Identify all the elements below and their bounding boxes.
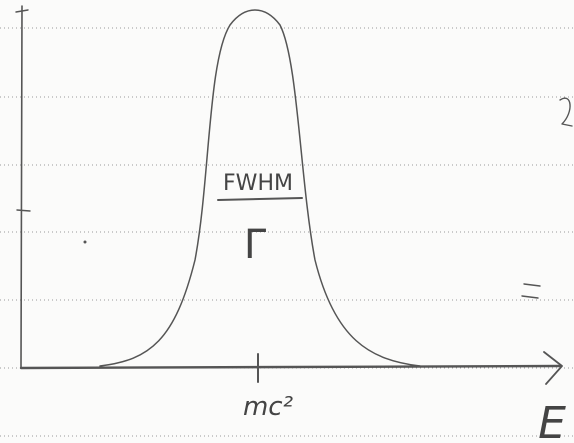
fwhm-underline (218, 198, 302, 200)
paper-rules (0, 28, 574, 436)
stray-marks (84, 98, 573, 298)
axis-label: E (538, 398, 566, 443)
sketch: FWHM Γ mc² E (0, 0, 574, 443)
fwhm-label: FWHM (223, 171, 293, 196)
peak-label: mc² (243, 392, 293, 422)
gamma-label: Γ (244, 222, 267, 268)
